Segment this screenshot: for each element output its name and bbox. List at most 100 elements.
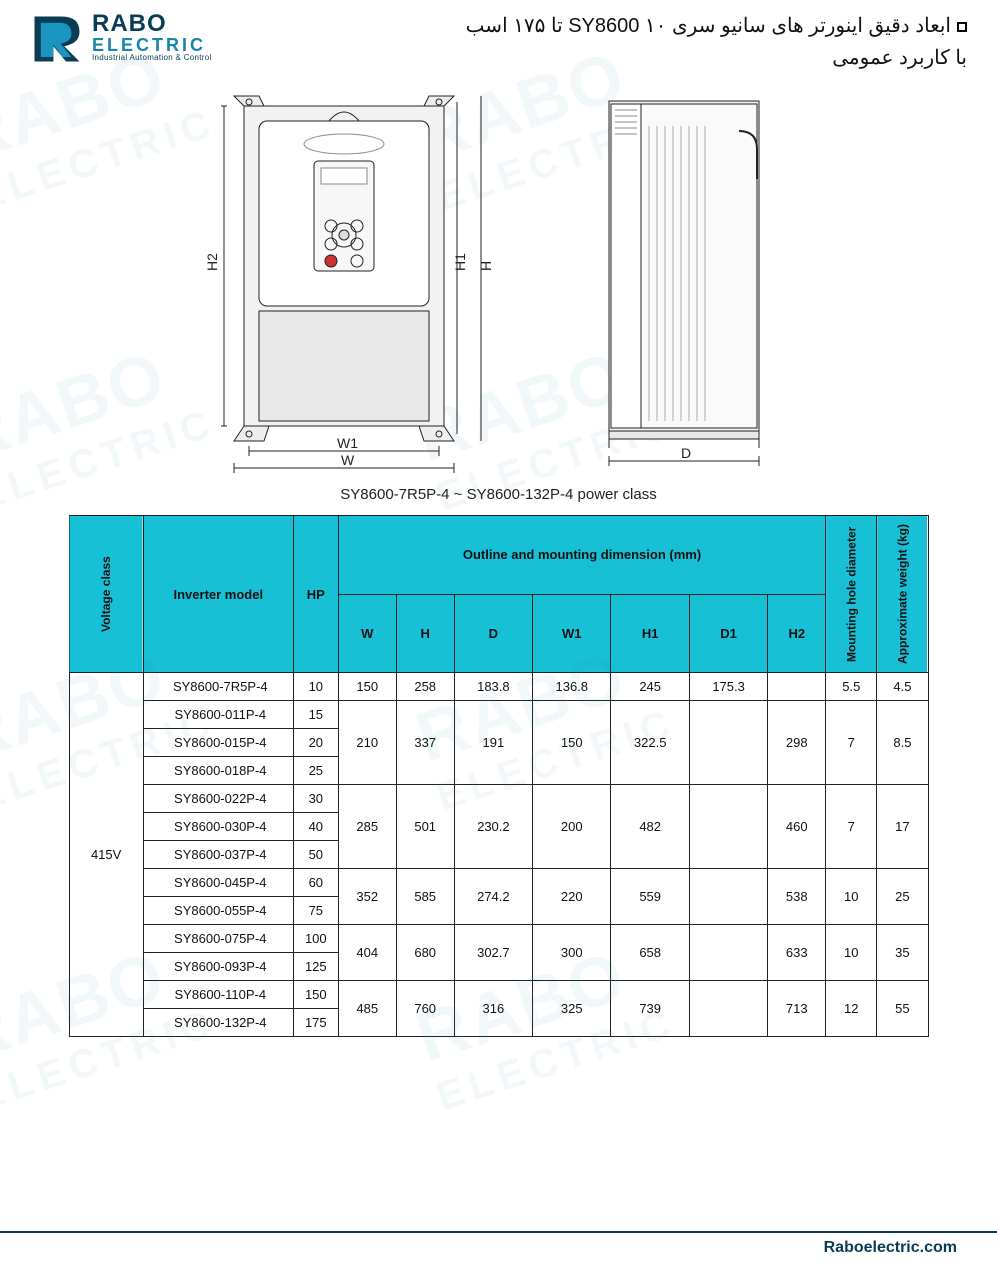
cell-H: 585 (396, 869, 454, 925)
cell-model: SY8600-015P-4 (143, 729, 293, 757)
cell-wt: 8.5 (877, 701, 928, 785)
diagrams-row: H2 H1 H W1 W (0, 76, 997, 476)
cell-W: 404 (338, 925, 396, 981)
cell-hole: 10 (826, 869, 877, 925)
cell-hp: 10 (293, 673, 338, 701)
cell-H1: 658 (611, 925, 689, 981)
dim-h: H (478, 261, 494, 271)
cell-D: 316 (454, 981, 532, 1037)
dimensions-table: Voltage class Inverter model HP Outline … (69, 515, 929, 1037)
page-title: ابعاد دقیق اینورتر های سانیو سری SY8600 … (466, 10, 967, 74)
cell-D1 (689, 701, 767, 785)
title-line1: ابعاد دقیق اینورتر های سانیو سری SY8600 … (466, 15, 951, 37)
cell-hp: 50 (293, 841, 338, 869)
cell-H1: 482 (611, 785, 689, 869)
cell-W1: 325 (533, 981, 611, 1037)
cell-H2: 633 (768, 925, 826, 981)
cell-H1: 322.5 (611, 701, 689, 785)
cell-H: 501 (396, 785, 454, 869)
cell-wt: 55 (877, 981, 928, 1037)
cell-wt: 35 (877, 925, 928, 981)
cell-model: SY8600-030P-4 (143, 813, 293, 841)
cell-wt: 17 (877, 785, 928, 869)
dim-w1: W1 (337, 435, 358, 451)
cell-hp: 20 (293, 729, 338, 757)
cell-H2 (768, 673, 826, 701)
page-footer: Raboelectric.com (0, 1231, 997, 1257)
cell-hp: 40 (293, 813, 338, 841)
cell-hole: 7 (826, 785, 877, 869)
cell-W: 150 (338, 673, 396, 701)
cell-model: SY8600-011P-4 (143, 701, 293, 729)
cell-W1: 136.8 (533, 673, 611, 701)
th-H2: H2 (768, 594, 826, 673)
cell-H1: 245 (611, 673, 689, 701)
cell-W1: 150 (533, 701, 611, 785)
th-H1: H1 (611, 594, 689, 673)
cell-hp: 25 (293, 757, 338, 785)
cell-H: 337 (396, 701, 454, 785)
cell-model: SY8600-037P-4 (143, 841, 293, 869)
th-outline: Outline and mounting dimension (mm) (338, 516, 825, 595)
cell-model: SY8600-093P-4 (143, 953, 293, 981)
cell-D: 302.7 (454, 925, 532, 981)
cell-D1 (689, 981, 767, 1037)
side-view-diagram: D (589, 76, 799, 476)
front-view-diagram: H2 H1 H W1 W (199, 76, 499, 476)
cell-model: SY8600-045P-4 (143, 869, 293, 897)
cell-D: 230.2 (454, 785, 532, 869)
cell-W1: 200 (533, 785, 611, 869)
cell-hole: 7 (826, 701, 877, 785)
cell-D1: 175.3 (689, 673, 767, 701)
cell-voltage: 415V (69, 673, 143, 1037)
cell-W1: 220 (533, 869, 611, 925)
cell-H1: 739 (611, 981, 689, 1037)
cell-hp: 100 (293, 925, 338, 953)
cell-hole: 10 (826, 925, 877, 981)
th-hp: HP (293, 516, 338, 673)
dim-w: W (341, 452, 355, 468)
cell-W: 210 (338, 701, 396, 785)
cell-hole: 12 (826, 981, 877, 1037)
dim-h1: H1 (452, 253, 468, 271)
th-D1: D1 (689, 594, 767, 673)
dim-h2: H2 (204, 253, 220, 271)
th-H: H (396, 594, 454, 673)
dim-d: D (681, 445, 691, 461)
cell-H2: 460 (768, 785, 826, 869)
th-D: D (454, 594, 532, 673)
cell-D: 274.2 (454, 869, 532, 925)
cell-D1 (689, 785, 767, 869)
cell-model: SY8600-075P-4 (143, 925, 293, 953)
cell-hp: 60 (293, 869, 338, 897)
cell-W: 352 (338, 869, 396, 925)
cell-hp: 30 (293, 785, 338, 813)
cell-D: 191 (454, 701, 532, 785)
th-voltage-class: Voltage class (69, 516, 143, 673)
cell-model: SY8600-018P-4 (143, 757, 293, 785)
cell-H2: 713 (768, 981, 826, 1037)
cell-hp: 75 (293, 897, 338, 925)
cell-D1 (689, 869, 767, 925)
cell-wt: 4.5 (877, 673, 928, 701)
cell-model: SY8600-132P-4 (143, 1009, 293, 1037)
logo-line3: Industrial Automation & Control (92, 54, 212, 62)
th-W: W (338, 594, 396, 673)
cell-D1 (689, 925, 767, 981)
title-bullet-icon (957, 22, 967, 32)
cell-H: 760 (396, 981, 454, 1037)
footer-text: Raboelectric.com (824, 1239, 957, 1256)
cell-wt: 25 (877, 869, 928, 925)
logo-line2: ELECTRIC (92, 36, 212, 54)
diagram-caption: SY8600-7R5P-4 ~ SY8600-132P-4 power clas… (0, 486, 997, 503)
cell-hp: 15 (293, 701, 338, 729)
cell-W: 485 (338, 981, 396, 1037)
cell-H1: 559 (611, 869, 689, 925)
th-W1: W1 (533, 594, 611, 673)
cell-H2: 538 (768, 869, 826, 925)
cell-hp: 125 (293, 953, 338, 981)
cell-model: SY8600-022P-4 (143, 785, 293, 813)
cell-W: 285 (338, 785, 396, 869)
cell-model: SY8600-7R5P-4 (143, 673, 293, 701)
cell-model: SY8600-110P-4 (143, 981, 293, 1009)
